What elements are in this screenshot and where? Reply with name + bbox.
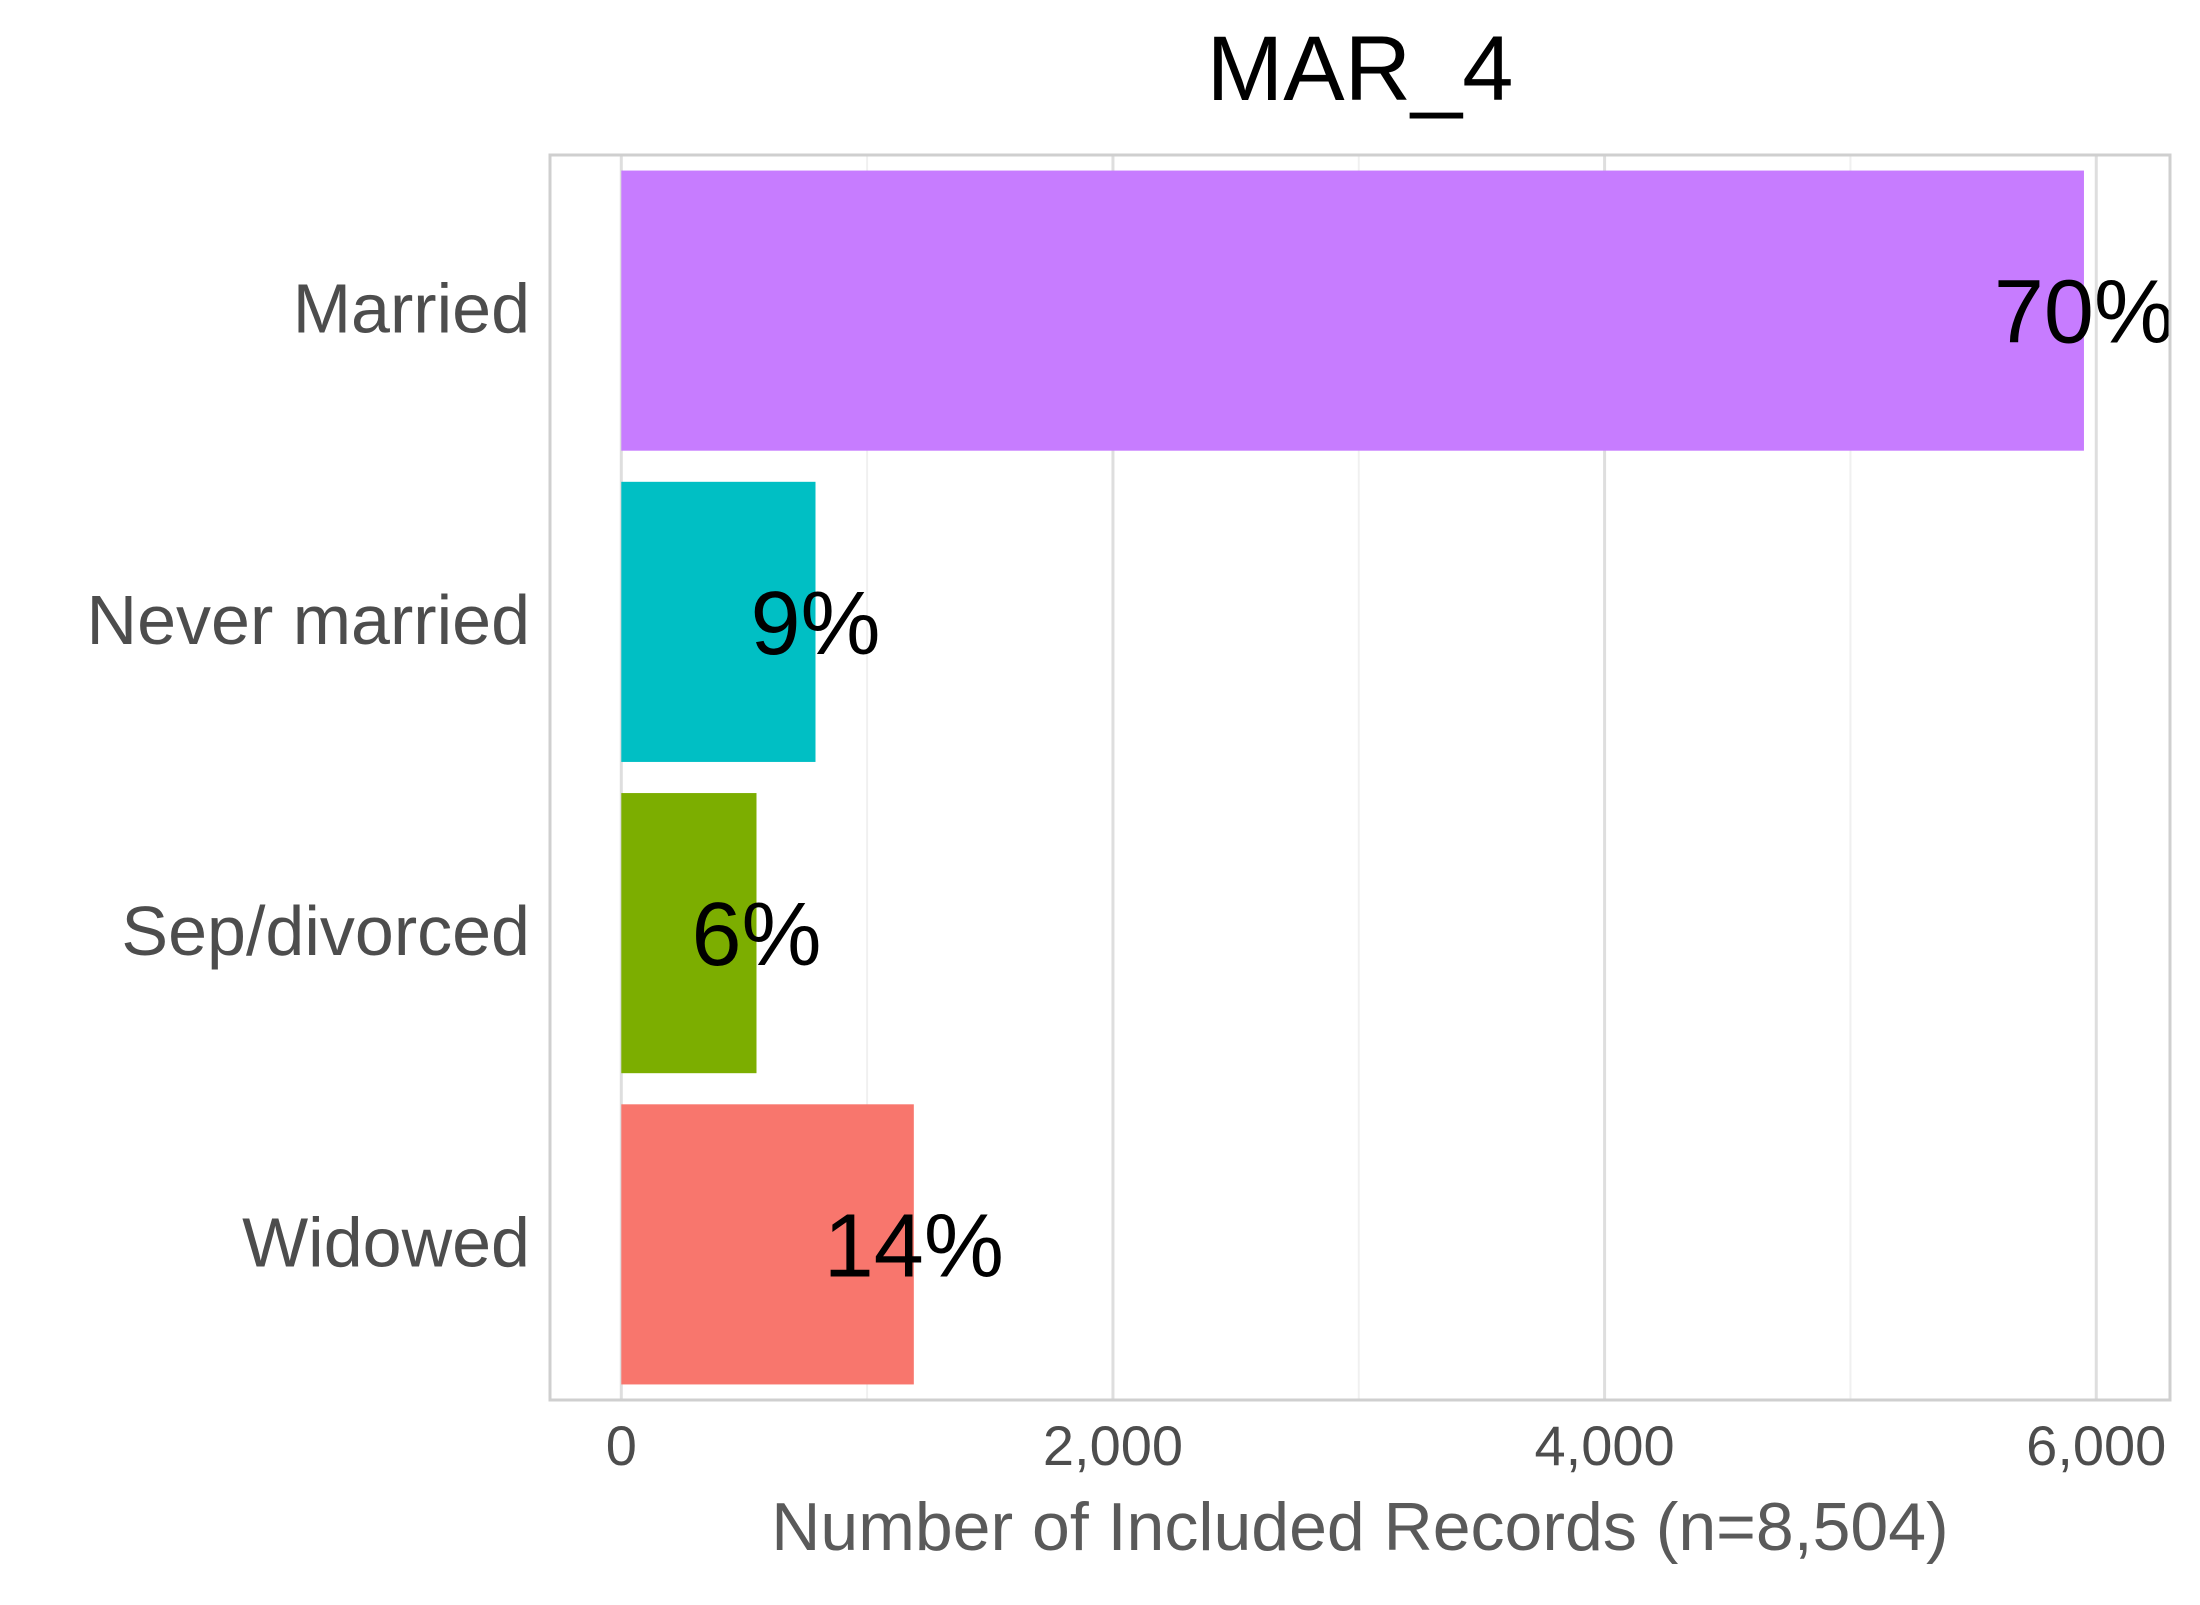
data-label: 14% — [824, 1196, 1004, 1296]
data-label: 6% — [691, 885, 821, 985]
bar — [621, 793, 757, 1074]
y-axis-category-labels: Married Never married Sep/divorced Widowed — [87, 270, 530, 1282]
chart-title: MAR_4 — [1207, 18, 1514, 120]
y-tick-label: Married — [293, 270, 530, 348]
x-axis-tick-labels: 0 2,000 4,000 6,000 — [606, 1414, 2167, 1477]
y-tick-label: Sep/divorced — [121, 892, 530, 970]
y-tick-label: Never married — [87, 581, 530, 659]
bar — [621, 170, 2084, 451]
y-tick-label: Widowed — [242, 1203, 530, 1281]
data-label: 9% — [750, 574, 880, 674]
x-tick-label: 0 — [606, 1414, 637, 1477]
x-tick-label: 6,000 — [2026, 1414, 2166, 1477]
bars — [621, 170, 2084, 1385]
data-labels: 70% 9% 6% 14% — [691, 263, 2174, 1297]
data-label: 70% — [1994, 263, 2174, 363]
x-tick-label: 4,000 — [1535, 1414, 1675, 1477]
bar — [621, 1104, 914, 1385]
x-tick-label: 2,000 — [1043, 1414, 1183, 1477]
bar — [621, 481, 816, 762]
plot-panel-border — [548, 153, 2172, 1402]
x-axis-title: Number of Included Records (n=8,504) — [771, 1489, 1948, 1565]
